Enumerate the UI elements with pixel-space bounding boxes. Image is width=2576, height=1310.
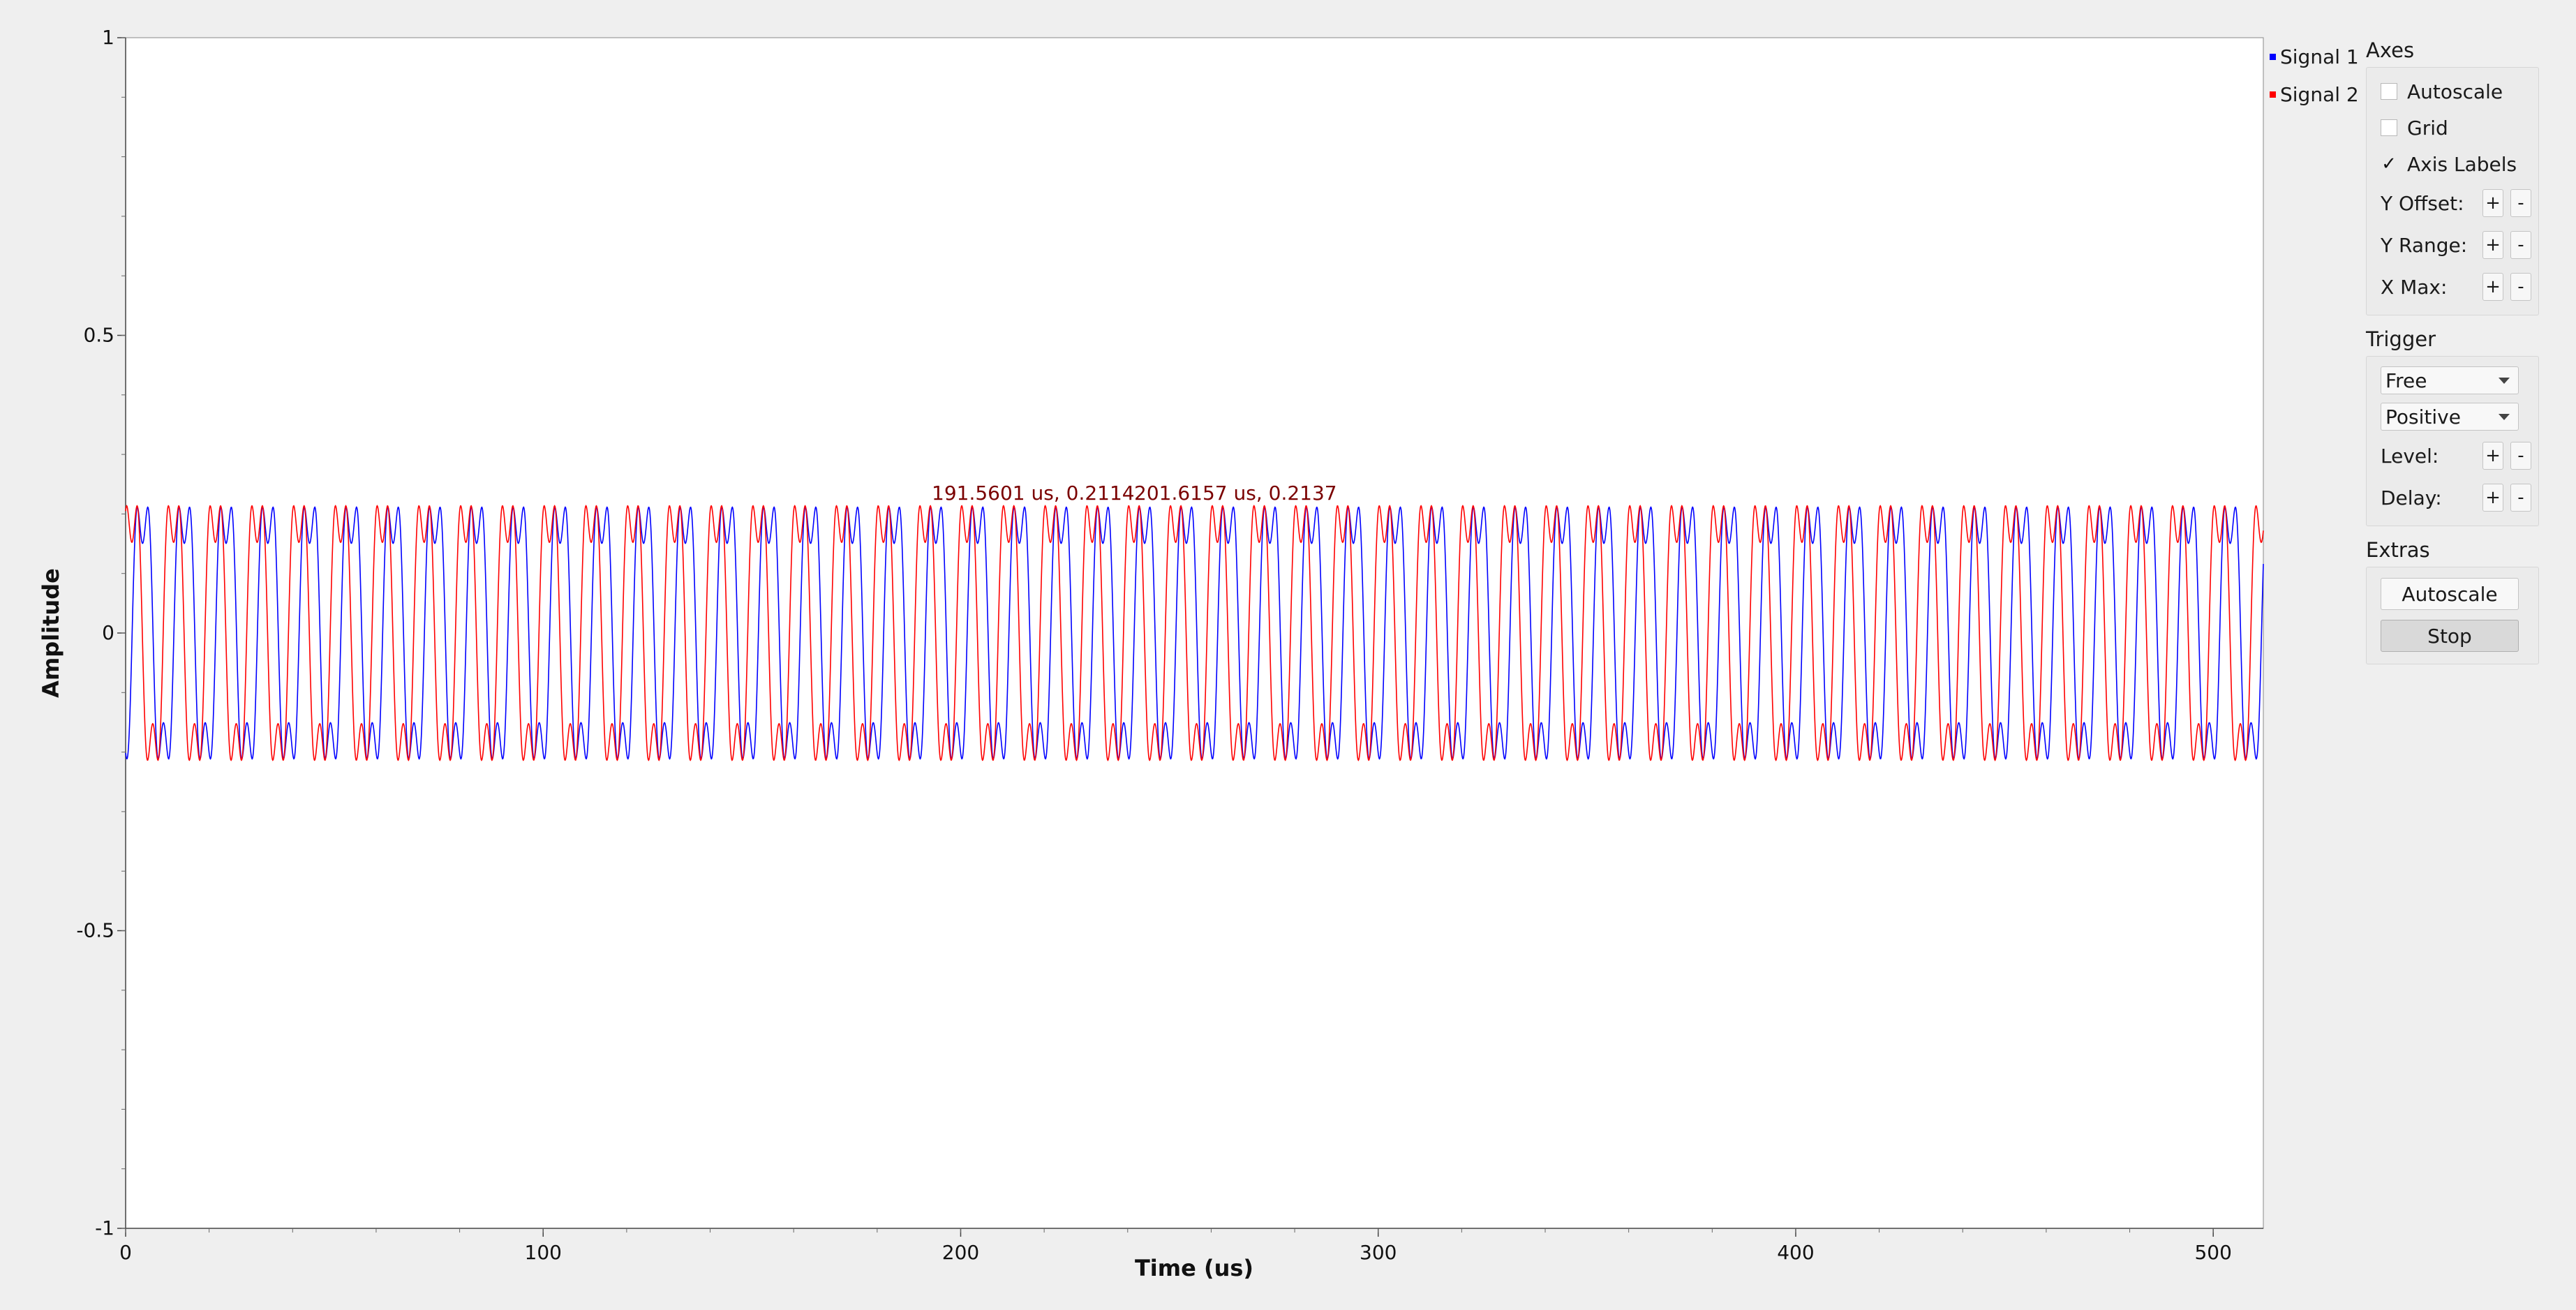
y-tick-label: 1	[102, 26, 114, 49]
trigger-delay-minus-button[interactable]: -	[2510, 484, 2531, 512]
y-tick-label: 0	[102, 621, 114, 644]
extras-stop-row: Stop	[2381, 615, 2531, 657]
control-panel: Axes Autoscale Grid ✓ Axis Labels Y Offs…	[2363, 34, 2573, 664]
grid-checkbox-row[interactable]: Grid	[2381, 110, 2531, 146]
legend-item-signal-1[interactable]: Signal 1	[2270, 38, 2359, 75]
x-tick-label: 500	[2194, 1241, 2231, 1264]
annotation-label-2: 201.6157 us, 0.2137	[1134, 482, 1337, 505]
autoscale-checkbox-label: Autoscale	[2407, 80, 2503, 103]
trigger-group-title: Trigger	[2366, 327, 2436, 351]
chevron-down-icon	[2499, 378, 2510, 384]
y-range-label: Y Range:	[2381, 233, 2468, 257]
legend-label-signal-2: Signal 2	[2280, 82, 2359, 106]
y-axis-title: Amplitude	[38, 568, 64, 698]
extras-group: Autoscale Stop	[2366, 567, 2539, 664]
x-axis-title: Time (us)	[1135, 1255, 1253, 1281]
axis-labels-checkbox-label: Axis Labels	[2407, 152, 2517, 176]
series-line-2	[125, 505, 2264, 761]
y-tick-label: -1	[95, 1216, 114, 1240]
trigger-slope-value: Positive	[2385, 405, 2461, 429]
axis-ticks: 10.50-0.5-10 100 200 300 400 500	[76, 26, 2232, 1264]
legend-label-signal-1: Signal 1	[2280, 45, 2359, 68]
y-offset-minus-button[interactable]: -	[2510, 189, 2531, 217]
y-offset-plus-button[interactable]: +	[2482, 189, 2503, 217]
axes-group-title: Axes	[2366, 38, 2415, 62]
x-tick-label: 0	[119, 1241, 132, 1264]
trigger-level-minus-button[interactable]: -	[2510, 442, 2531, 470]
trigger-level-row: Level: + -	[2381, 435, 2531, 477]
autoscale-button[interactable]: Autoscale	[2381, 578, 2519, 610]
y-range-minus-button[interactable]: -	[2510, 231, 2531, 259]
x-tick-label: 300	[1360, 1241, 1397, 1264]
grid-checkbox-label: Grid	[2407, 116, 2448, 140]
axis-labels-checkbox[interactable]: ✓	[2381, 154, 2397, 174]
y-offset-row: Y Offset: + -	[2381, 182, 2531, 224]
trigger-level-label: Level:	[2381, 444, 2439, 468]
x-tick-label: 400	[1777, 1241, 1814, 1264]
trigger-group: Free Positive Level: + - Delay: + -	[2366, 356, 2539, 526]
legend-item-signal-2[interactable]: Signal 2	[2270, 75, 2359, 113]
legend-swatch-signal-2	[2270, 91, 2276, 98]
x-max-plus-button[interactable]: +	[2482, 273, 2503, 301]
axis-labels-checkbox-row[interactable]: ✓ Axis Labels	[2381, 146, 2531, 182]
trigger-slope-row: Positive	[2381, 399, 2531, 435]
x-max-minus-button[interactable]: -	[2510, 273, 2531, 301]
grid-checkbox[interactable]	[2381, 119, 2397, 136]
y-range-plus-button[interactable]: +	[2482, 231, 2503, 259]
chevron-down-icon	[2499, 414, 2510, 420]
annotation-label-1: 191.5601 us, 0.2114	[932, 482, 1135, 505]
axes-group: Autoscale Grid ✓ Axis Labels Y Offset: +…	[2366, 67, 2539, 315]
legend-swatch-signal-1	[2270, 53, 2276, 60]
x-max-row: X Max: + -	[2381, 266, 2531, 308]
trigger-slope-dropdown[interactable]: Positive	[2381, 403, 2519, 431]
series-line-1	[125, 506, 2264, 760]
trigger-mode-row: Free	[2381, 362, 2531, 399]
autoscale-checkbox[interactable]	[2381, 83, 2397, 100]
trigger-delay-plus-button[interactable]: +	[2482, 484, 2503, 512]
trigger-level-plus-button[interactable]: +	[2482, 442, 2503, 470]
x-tick-label: 200	[942, 1241, 979, 1264]
extras-group-title: Extras	[2366, 538, 2430, 562]
extras-autoscale-row: Autoscale	[2381, 573, 2531, 615]
stop-button[interactable]: Stop	[2381, 620, 2519, 652]
y-tick-label: 0.5	[83, 324, 114, 347]
trigger-delay-label: Delay:	[2381, 486, 2442, 509]
trigger-mode-dropdown[interactable]: Free	[2381, 366, 2519, 394]
trigger-delay-row: Delay: + -	[2381, 477, 2531, 519]
legend: Signal 1 Signal 2	[2270, 38, 2359, 113]
plot-canvas[interactable]	[125, 37, 2264, 1229]
x-tick-label: 100	[525, 1241, 562, 1264]
y-tick-label: -0.5	[76, 919, 114, 942]
trigger-mode-value: Free	[2385, 369, 2427, 392]
series-group	[125, 505, 2264, 761]
y-offset-label: Y Offset:	[2381, 191, 2464, 215]
x-max-label: X Max:	[2381, 275, 2448, 299]
autoscale-checkbox-row[interactable]: Autoscale	[2381, 73, 2531, 110]
y-range-row: Y Range: + -	[2381, 224, 2531, 266]
